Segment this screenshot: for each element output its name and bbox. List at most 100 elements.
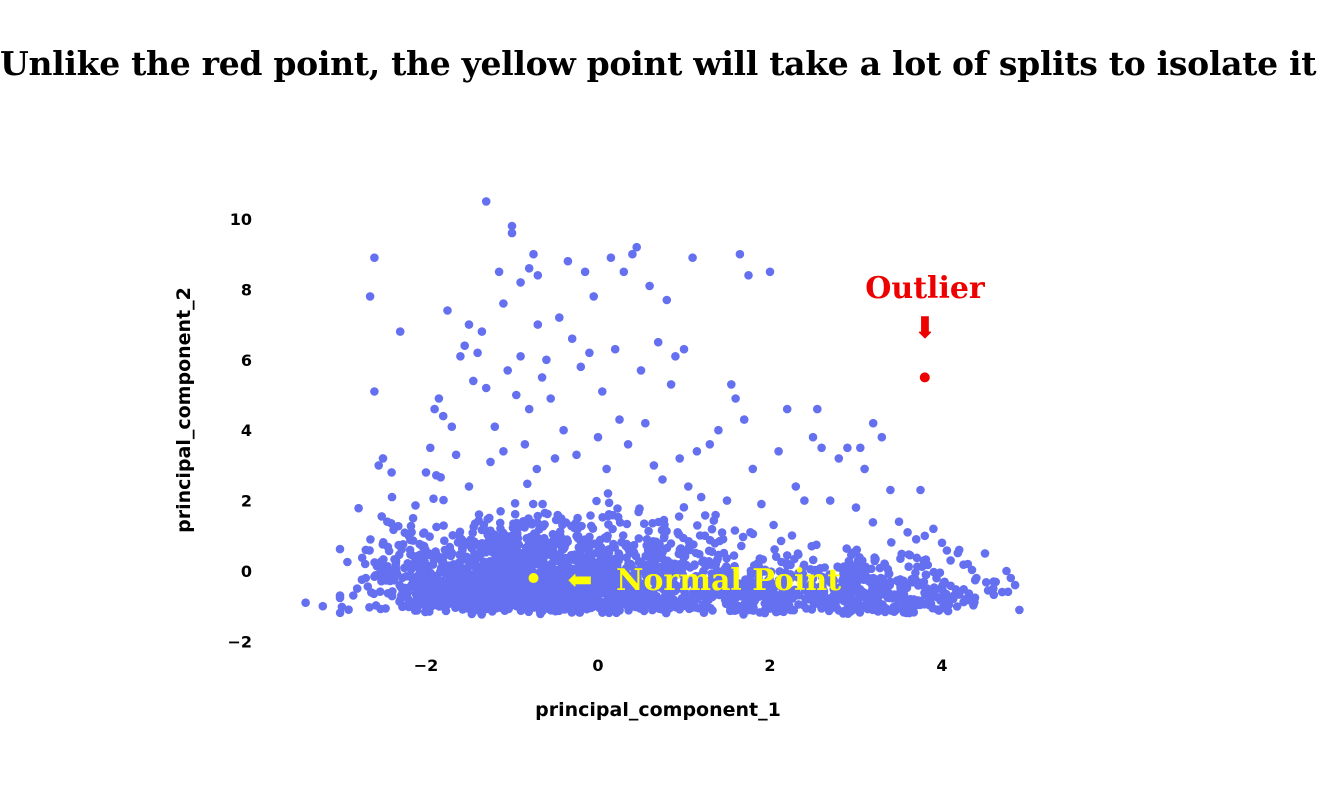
data-point xyxy=(480,546,490,556)
x-tick-label: 2 xyxy=(764,656,775,675)
data-point xyxy=(669,595,678,604)
data-point xyxy=(406,521,416,531)
data-point xyxy=(610,344,620,354)
data-point xyxy=(412,592,422,602)
data-point xyxy=(699,556,709,565)
data-point xyxy=(937,538,947,548)
x-ticks: −2 0 2 4 xyxy=(414,656,948,675)
data-point xyxy=(610,554,619,564)
data-point xyxy=(533,511,543,521)
data-point xyxy=(679,553,688,563)
data-point xyxy=(520,575,529,585)
normal-point xyxy=(528,573,539,584)
data-point xyxy=(825,570,834,579)
data-point xyxy=(894,517,904,526)
data-point xyxy=(397,591,406,600)
data-point xyxy=(567,334,577,344)
data-point xyxy=(524,404,534,414)
data-point xyxy=(659,605,668,614)
data-point xyxy=(875,563,885,573)
data-point xyxy=(569,574,578,583)
headline: Unlike the red point, the yellow point w… xyxy=(0,44,1318,83)
data-point xyxy=(671,560,680,570)
data-point xyxy=(896,554,905,563)
data-point xyxy=(748,529,758,539)
data-point xyxy=(429,494,438,504)
data-point xyxy=(519,518,529,528)
data-point xyxy=(577,597,587,606)
data-point xyxy=(509,519,518,528)
data-point xyxy=(654,570,664,580)
data-point xyxy=(580,535,590,544)
data-point xyxy=(628,249,637,259)
data-point xyxy=(727,380,736,389)
data-point xyxy=(621,594,631,604)
outlier-label: Outlier xyxy=(865,271,986,306)
data-point xyxy=(808,555,818,565)
data-point xyxy=(417,541,427,551)
data-point xyxy=(840,586,849,596)
data-point xyxy=(559,425,568,435)
data-point xyxy=(909,595,919,604)
data-point xyxy=(939,590,948,599)
data-point xyxy=(629,597,639,606)
data-point xyxy=(894,598,904,607)
data-point xyxy=(639,519,649,528)
data-point xyxy=(943,606,953,616)
data-point xyxy=(617,588,626,598)
data-point xyxy=(387,492,397,502)
data-point xyxy=(480,599,490,609)
data-point xyxy=(550,583,559,592)
data-point xyxy=(430,404,439,414)
data-point xyxy=(842,544,851,553)
data-point xyxy=(838,575,848,584)
data-point xyxy=(361,545,371,555)
data-point xyxy=(557,562,566,572)
data-point xyxy=(946,581,955,591)
data-point xyxy=(609,571,618,580)
data-point xyxy=(685,563,695,572)
data-point xyxy=(523,479,532,489)
data-point xyxy=(464,482,474,491)
data-point xyxy=(727,595,736,605)
data-point xyxy=(737,541,746,551)
data-point xyxy=(404,531,414,541)
data-point xyxy=(477,327,487,336)
data-point xyxy=(586,603,595,612)
data-point xyxy=(774,447,783,456)
data-point xyxy=(671,352,680,361)
data-point xyxy=(722,554,731,563)
data-point xyxy=(528,499,538,509)
data-point xyxy=(440,536,449,545)
data-point xyxy=(710,584,719,594)
data-point xyxy=(755,554,765,563)
data-point xyxy=(787,531,797,540)
data-point xyxy=(761,565,770,575)
data-point xyxy=(529,249,538,259)
data-point xyxy=(700,511,710,520)
data-point xyxy=(467,609,477,619)
data-point xyxy=(794,600,803,609)
normal-annotation: ⬅ Normal Point xyxy=(528,563,841,598)
data-point xyxy=(627,572,637,582)
data-point xyxy=(754,566,764,576)
data-point xyxy=(482,567,492,577)
data-point xyxy=(505,549,514,558)
data-point xyxy=(496,568,506,577)
data-point xyxy=(617,537,626,547)
data-point xyxy=(384,546,394,556)
data-point xyxy=(666,380,676,389)
data-point xyxy=(344,605,353,614)
data-point xyxy=(877,432,887,442)
data-point xyxy=(507,221,517,231)
data-point xyxy=(432,551,442,560)
data-point xyxy=(939,578,949,587)
data-point xyxy=(363,582,373,591)
data-point xyxy=(555,313,564,322)
data-point xyxy=(439,521,448,530)
data-point xyxy=(377,576,386,586)
data-point xyxy=(365,292,375,301)
data-point xyxy=(421,468,431,477)
data-point xyxy=(543,509,552,519)
data-point xyxy=(447,569,456,579)
